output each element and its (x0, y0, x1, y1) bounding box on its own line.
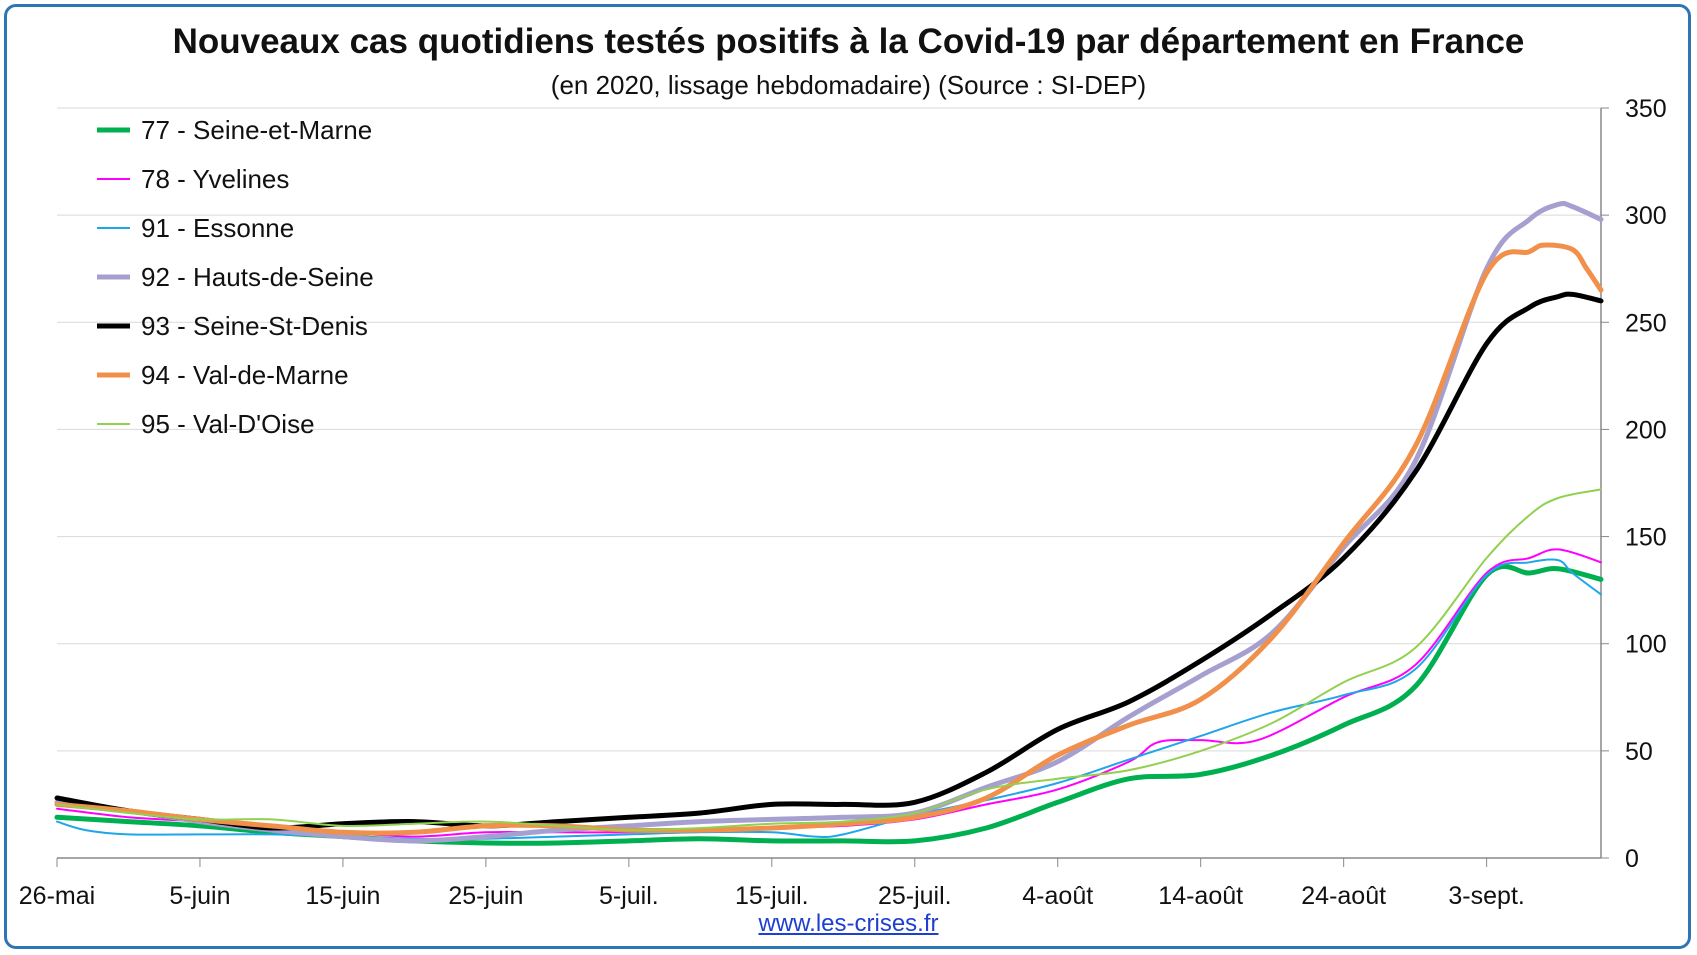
x-tick-label: 24-août (1301, 882, 1386, 910)
y-tick-label: 100 (1625, 631, 1667, 659)
source-link[interactable]: www.les-crises.fr (758, 910, 939, 937)
axes (56, 107, 1609, 867)
chart-title: Nouveaux cas quotidiens testés positifs … (172, 22, 1525, 61)
x-tick-label: 15-juil. (735, 882, 809, 910)
legend-label: 78 - Yvelines (141, 164, 289, 194)
y-tick-label: 50 (1625, 738, 1653, 766)
y-tick-labels: 0 50 100 150 200 250 300 350 (1625, 95, 1667, 873)
series-line (54, 242, 1604, 836)
series-line (54, 563, 1604, 846)
x-tick-label: 15-juin (305, 882, 380, 910)
y-tick-label: 250 (1625, 309, 1667, 337)
legend-label: 93 - Seine-St-Denis (141, 311, 368, 341)
legend-label: 91 - Essonne (141, 213, 294, 243)
y-tick-label: 350 (1625, 95, 1667, 123)
series-line (56, 488, 1602, 832)
series-line (56, 558, 1602, 840)
chart-subtitle: (en 2020, lissage hebdomadaire) (Source … (550, 70, 1147, 100)
y-tick-label: 150 (1625, 524, 1667, 552)
x-tick-label: 5-juil. (599, 882, 659, 910)
x-tick-label: 26-mai (19, 882, 95, 910)
gridlines (57, 107, 1601, 752)
legend-label: 92 - Hauts-de-Seine (141, 262, 374, 292)
x-tick-label: 3-sept. (1448, 882, 1524, 910)
legend: 77 - Seine-et-Marne 78 - Yvelines 91 - Ess… (97, 115, 374, 439)
series-line (54, 291, 1604, 831)
x-tick-label: 25-juil. (878, 882, 952, 910)
legend-label: 94 - Val-de-Marne (141, 360, 349, 390)
y-tick-label: 200 (1625, 416, 1667, 444)
x-tick-label: 25-juin (448, 882, 523, 910)
series-line (54, 201, 1604, 844)
legend-label: 77 - Seine-et-Marne (141, 115, 372, 145)
x-tick-label: 14-août (1158, 882, 1243, 910)
y-tick-label: 300 (1625, 202, 1667, 230)
x-tick-label: 5-juin (169, 882, 230, 910)
series-lines (54, 201, 1604, 846)
y-tick-label: 0 (1625, 845, 1639, 873)
series-line (56, 548, 1602, 838)
legend-label: 95 - Val-D'Oise (141, 409, 315, 439)
x-tick-label: 4-août (1022, 882, 1093, 910)
x-tick-labels: 26-mai 5-juin 15-juin 25-juin 5-juil. 15-juil… (19, 882, 1525, 910)
